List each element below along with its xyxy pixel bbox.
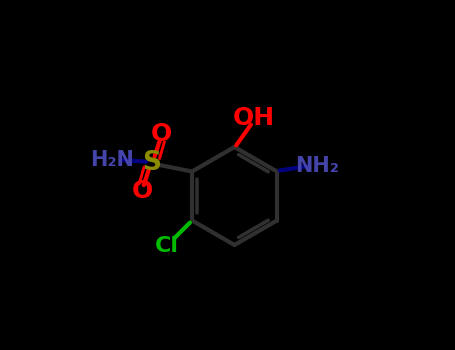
- Text: NH₂: NH₂: [295, 156, 339, 176]
- Text: O: O: [151, 122, 172, 146]
- Text: OH: OH: [233, 106, 275, 130]
- Text: Cl: Cl: [155, 236, 179, 256]
- Text: S: S: [142, 150, 162, 176]
- Text: O: O: [131, 180, 152, 203]
- Text: H₂N: H₂N: [90, 150, 133, 170]
